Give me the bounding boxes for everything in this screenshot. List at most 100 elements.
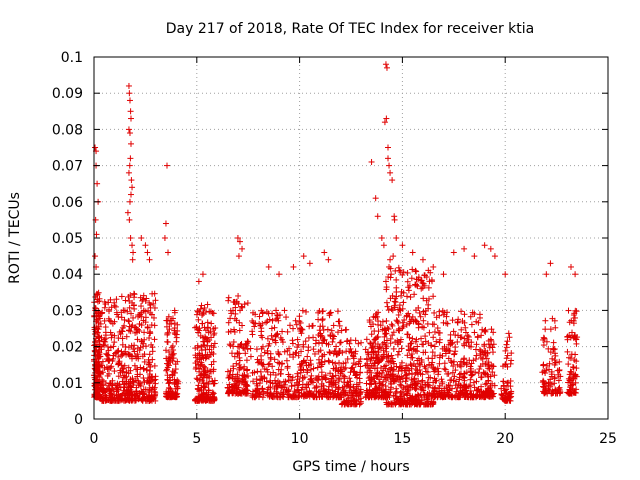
data-point [142, 319, 149, 326]
data-point [458, 308, 465, 315]
data-point [411, 291, 418, 298]
data-point [450, 249, 457, 256]
data-point [436, 308, 443, 315]
data-point [114, 386, 121, 393]
grid-lines [94, 57, 608, 419]
data-point [393, 284, 400, 291]
data-point [139, 397, 146, 404]
data-point [452, 344, 459, 351]
data-point [129, 355, 136, 362]
x-tick-label: 25 [599, 431, 617, 447]
data-point [426, 329, 433, 336]
data-point [326, 348, 333, 355]
y-tick-label: 0.06 [52, 195, 83, 211]
data-point [502, 271, 509, 278]
data-point [109, 394, 116, 401]
data-point [92, 253, 99, 260]
data-point [137, 380, 144, 387]
data-point [225, 374, 232, 381]
data-point [100, 395, 107, 402]
x-tick-label: 15 [393, 431, 411, 447]
data-point [92, 366, 99, 373]
data-point [500, 378, 507, 385]
data-point [118, 352, 125, 359]
data-point [138, 388, 145, 395]
data-point [454, 338, 461, 345]
data-point [572, 271, 579, 278]
data-point [126, 162, 133, 169]
y-tick-label: 0.09 [52, 86, 83, 102]
data-point [151, 322, 158, 329]
data-point [391, 216, 398, 223]
data-point [310, 334, 317, 341]
data-point [281, 307, 288, 314]
data-point [387, 256, 394, 263]
data-point [102, 335, 109, 342]
data-point [408, 275, 415, 282]
data-point [388, 271, 395, 278]
data-point [337, 339, 344, 346]
data-point [328, 327, 335, 334]
data-point [140, 366, 147, 373]
data-point [390, 345, 397, 352]
data-point [104, 372, 111, 379]
data-point [98, 362, 105, 369]
data-point [101, 304, 108, 311]
data-point [249, 331, 256, 338]
data-point [141, 351, 148, 358]
data-point [467, 376, 474, 383]
y-tick-label: 0.03 [52, 303, 83, 319]
data-point [151, 290, 158, 297]
data-point [385, 144, 392, 151]
data-point [387, 169, 394, 176]
data-point [115, 361, 122, 368]
data-point [347, 337, 354, 344]
data-point [91, 348, 98, 355]
data-point [400, 299, 407, 306]
data-point [108, 318, 115, 325]
data-point [312, 340, 319, 347]
data-point [208, 320, 215, 327]
data-point [465, 333, 472, 340]
y-tick-label: 0.07 [52, 159, 83, 175]
data-point [542, 326, 549, 333]
data-point [305, 334, 312, 341]
data-point [129, 242, 136, 249]
data-point [128, 310, 135, 317]
data-point [342, 326, 349, 333]
data-point [461, 370, 468, 377]
data-point [407, 294, 414, 301]
data-point [144, 324, 151, 331]
data-point [120, 374, 127, 381]
data-point [505, 330, 512, 337]
data-point [268, 332, 275, 339]
data-point [385, 155, 392, 162]
data-point [383, 299, 390, 306]
data-point [146, 256, 153, 263]
data-point [265, 263, 272, 270]
data-point [116, 358, 123, 365]
data-point [108, 332, 115, 339]
y-axis-label: ROTI / TECUs [7, 192, 23, 284]
x-tick-label: 5 [192, 431, 201, 447]
data-point [115, 335, 122, 342]
data-point [243, 357, 250, 364]
data-point [284, 328, 291, 335]
data-point [119, 368, 126, 375]
data-point [299, 307, 306, 314]
data-point [107, 387, 114, 394]
data-point [150, 300, 157, 307]
data-point [247, 353, 254, 360]
data-point [111, 368, 118, 375]
data-point [93, 376, 100, 383]
data-point [547, 326, 554, 333]
data-point [135, 353, 142, 360]
data-point [127, 235, 134, 241]
data-point [303, 308, 310, 315]
data-point [94, 180, 101, 187]
data-point [125, 327, 132, 334]
data-point [121, 307, 128, 314]
data-point [119, 324, 126, 331]
data-point [147, 378, 154, 385]
data-point [438, 376, 445, 383]
